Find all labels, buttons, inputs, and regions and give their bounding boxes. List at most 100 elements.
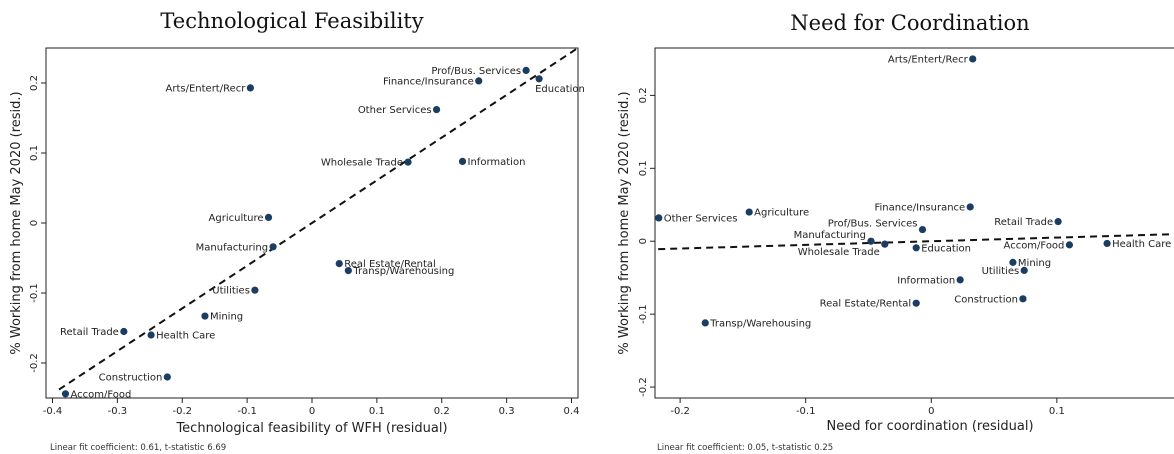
right-data-point: [881, 240, 889, 248]
left-x-tick-label: -0.3: [108, 406, 128, 417]
right-x-tick-label: 0.1: [1049, 406, 1065, 417]
right-y-tick-label: -0.1: [638, 304, 649, 324]
left-x-tick-label: 0.1: [369, 406, 385, 417]
left-point-label: Utilities: [212, 286, 250, 297]
right-point-label: Health Care: [1112, 239, 1171, 250]
left-x-tick-label: -0.2: [172, 406, 192, 417]
left-data-point: [432, 106, 441, 114]
right-fit-line: [655, 233, 1174, 251]
left-point-label: Retail Trade: [60, 327, 119, 338]
right-point-label: Information: [897, 275, 955, 286]
left-data-point: [61, 390, 70, 398]
left-data-point: [335, 260, 343, 268]
left-y-tick-label: -0.2: [29, 353, 40, 373]
right-point-label: Prof/Bus. Services: [828, 219, 918, 230]
right-fit-note: Linear fit coefficient: 0.05, t-statisti…: [657, 443, 833, 453]
right-data-point: [655, 214, 663, 222]
left-point-label: Agriculture: [209, 213, 264, 224]
left-x-tick-label: 0.2: [434, 406, 450, 417]
right-point-label: Transp/Warehousing: [709, 318, 811, 329]
left-plot-area: -0.4 -0.3 -0.2 -0.1 0 0.1 0.2 0.3 0.4 -0.2 -0.1 0 0.…: [29, 48, 585, 417]
left-data-point: [264, 213, 273, 221]
left-chart-title: Technological Feasibility: [160, 9, 423, 33]
right-data-point: [956, 276, 964, 284]
right-data-point: [1019, 295, 1027, 303]
right-y-axis-label: % Working from home May 2020 (resid.): [617, 91, 632, 354]
right-point-label: Wholesale Trade: [798, 247, 880, 258]
left-point-label: Arts/Entert/Recr: [166, 83, 247, 94]
right-point-label: Retail Trade: [994, 217, 1053, 228]
right-point-label: Other Services: [664, 213, 738, 224]
right-data-point: [745, 208, 753, 216]
chart-right: Need for Coordination -0.2 -0.1 0 0.1 -0.2 -0…: [617, 11, 1174, 453]
left-data-point: [163, 373, 171, 381]
left-data-point: [535, 75, 543, 83]
right-point-label: Mining: [1018, 258, 1051, 269]
left-point-label: Accom/Food: [70, 389, 131, 400]
right-data-point: [912, 244, 920, 252]
left-data-point: [522, 66, 530, 74]
right-y-tick-label: 0.1: [638, 160, 649, 176]
left-point-label: Construction: [99, 373, 163, 384]
right-x-axis-label: Need for coordination (residual): [826, 419, 1033, 434]
right-plot-frame: [654, 47, 1174, 399]
right-point-label: Agriculture: [754, 208, 809, 219]
left-point-label: Wholesale Trade: [321, 158, 403, 169]
right-x-tick-label: -0.1: [796, 406, 816, 417]
left-x-tick-label: 0: [309, 406, 315, 417]
left-data-point: [147, 331, 155, 339]
left-point-label: Manufacturing: [196, 242, 268, 253]
left-fit-note: Linear fit coefficient: 0.61, t-statisti…: [50, 443, 226, 453]
right-x-tick-label: -0.2: [670, 406, 690, 417]
left-point-label: Other Services: [358, 105, 432, 116]
right-y-tick-label: -0.2: [638, 377, 649, 397]
left-point-label: Transp/Warehousing: [352, 266, 454, 277]
left-point-label: Real Estate/Rental: [344, 259, 436, 270]
right-point-label: Education: [921, 243, 971, 254]
right-data-point: [912, 299, 920, 307]
left-y-tick-label: 0: [29, 220, 40, 226]
right-point-label: Manufacturing: [794, 230, 866, 241]
left-fit-line: [58, 48, 578, 391]
left-data-point: [246, 84, 254, 92]
right-y-tick-label: 0.2: [638, 87, 649, 103]
right-data-point: [1054, 217, 1062, 226]
left-data-point: [201, 312, 209, 320]
right-data-point: [867, 237, 875, 245]
left-x-tick-label: 0.4: [564, 406, 580, 417]
right-point-label: Accom/Food: [1004, 240, 1065, 251]
right-data-point: [1009, 258, 1017, 266]
left-data-point: [458, 157, 467, 165]
left-data-point: [344, 267, 352, 275]
right-point-label: Arts/Entert/Recr: [888, 54, 969, 65]
left-point-label: Information: [468, 157, 526, 168]
right-point-label: Construction: [954, 294, 1018, 305]
left-point-label: Finance/Insurance: [383, 76, 474, 87]
left-y-axis-label: % Working from home May 2020 (resid.): [9, 91, 24, 354]
left-x-tick-label: -0.1: [237, 406, 257, 417]
left-y-tick-label: 0.1: [29, 145, 40, 161]
right-data-point: [918, 225, 927, 234]
right-data-point: [969, 55, 977, 63]
left-data-point: [120, 327, 128, 336]
left-x-tick-label: -0.4: [43, 406, 63, 417]
right-plot-area: -0.2 -0.1 0 0.1 -0.2 -0.1 0 0.1 0.2 Arts/Entert/R…: [638, 54, 1174, 417]
left-data-point: [269, 243, 277, 251]
right-point-label: Utilities: [982, 266, 1020, 277]
right-chart-title: Need for Coordination: [790, 11, 1029, 35]
left-point-label: Education: [535, 84, 585, 95]
left-y-tick-label: 0.2: [29, 75, 40, 91]
left-x-tick-label: 0.3: [499, 406, 515, 417]
right-data-point: [1020, 266, 1028, 274]
left-point-label: Prof/Bus. Services: [431, 66, 521, 77]
left-data-point: [404, 158, 412, 166]
left-data-point: [475, 77, 483, 85]
left-x-axis-label: Technological feasibility of WFH (residu…: [175, 421, 447, 436]
chart-left: Technological Feasibility -0.4 -0.3 -0.2 -0…: [9, 9, 585, 453]
right-data-point: [966, 203, 974, 211]
left-point-label: Mining: [210, 312, 243, 323]
left-y-tick-label: -0.1: [29, 283, 40, 303]
right-x-tick-label: 0: [928, 406, 934, 417]
left-data-point: [251, 286, 259, 294]
